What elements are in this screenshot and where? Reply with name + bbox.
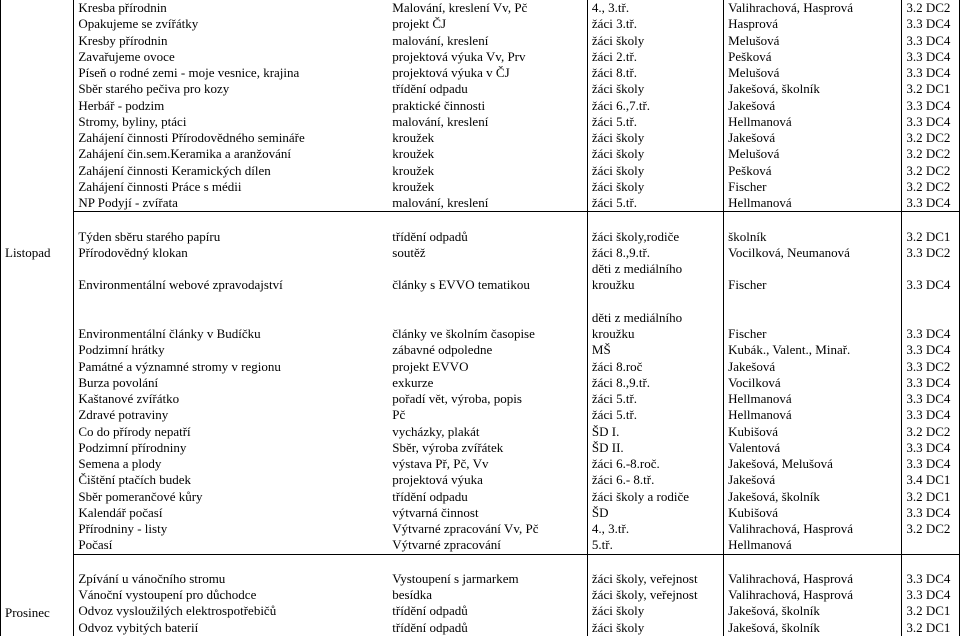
table-row: Čištění ptačích budekprojektová výukažác… xyxy=(1,472,960,488)
page: Kresba přírodninMalování, kreslení Vv, P… xyxy=(0,0,960,643)
table-row: Odvoz vybitých bateriítřídění odpadůžáci… xyxy=(1,620,960,636)
table-row: Semena a plodyvýstava Př, Pč, Vvžáci 6.-… xyxy=(1,456,960,472)
table-row: Přírodovědný klokansoutěžžáci 8.,9.tř.Vo… xyxy=(1,245,960,261)
table-row: NP Podyjí - zvířatamalování, kreslenížác… xyxy=(1,195,960,212)
table-row: Zavařujeme ovoceprojektová výuka Vv, Prv… xyxy=(1,49,960,65)
table-row: Zahájení činnosti Práce s médiikroužekžá… xyxy=(1,179,960,195)
table-row: Kresby přírodninmalování, kreslenížáci š… xyxy=(1,33,960,49)
table-row: Sběr pomerančové kůrytřídění odpadužáci … xyxy=(1,489,960,505)
table-row: Kresba přírodninMalování, kreslení Vv, P… xyxy=(1,0,960,16)
table-row: děti z mediálního xyxy=(1,310,960,326)
table-row: Podzimní přírodninySběr, výroba zvířátek… xyxy=(1,440,960,456)
month-cell xyxy=(1,212,74,229)
table-row xyxy=(1,554,960,571)
table-row: Kalendář počasívýtvarná činnostŠDKubišov… xyxy=(1,505,960,521)
table-row: Odvoz vysloužilých elektrospotřebičůtříd… xyxy=(1,603,960,619)
table-row: Herbář - podzimpraktické činnostižáci 6.… xyxy=(1,98,960,114)
month-cell xyxy=(1,554,74,571)
schedule-table: Kresba přírodninMalování, kreslení Vv, P… xyxy=(0,0,960,636)
table-row: Opakujeme se zvířátkyprojekt ČJžáci 3.tř… xyxy=(1,16,960,32)
table-row: Environmentální webové zpravodajstvíčlán… xyxy=(1,277,960,293)
table-row: Píseň o rodné zemi - moje vesnice, kraji… xyxy=(1,65,960,81)
table-row: Co do přírody nepatřívycházky, plakátŠD … xyxy=(1,424,960,440)
table-row: Přírodniny - listyVýtvarné zpracování Vv… xyxy=(1,521,960,537)
table-row: Sběr starého pečiva pro kozytřídění odpa… xyxy=(1,81,960,97)
table-row: Environmentální články v Budíčkučlánky v… xyxy=(1,326,960,342)
table-row xyxy=(1,212,960,229)
table-row: Zahájení činnosti Keramických dílenkrouž… xyxy=(1,163,960,179)
table-row: děti z mediálního xyxy=(1,261,960,277)
month-cell: Listopad xyxy=(1,229,74,555)
table-row: Stromy, byliny, ptácimalování, kresleníž… xyxy=(1,114,960,130)
month-cell: Prosinec xyxy=(1,571,74,636)
month-cell xyxy=(1,0,74,212)
table-row xyxy=(1,294,960,310)
table-row: Zahájení činnosti Přírodovědného seminář… xyxy=(1,130,960,146)
table-row: Zdravé potravinyPčžáci 5.tř.Hellmanová3.… xyxy=(1,407,960,423)
table-row: Památné a významné stromy v regionuproje… xyxy=(1,359,960,375)
table-row: Burza povoláníexkurzežáci 8.,9.tř.Vocilk… xyxy=(1,375,960,391)
table-row: ProsinecZpívání u vánočního stromuVystou… xyxy=(1,571,960,587)
table-row: Podzimní hrátkyzábavné odpoledneMŠKubák.… xyxy=(1,342,960,358)
table-row: Zahájení čin.sem.Keramika a aranžováníkr… xyxy=(1,146,960,162)
table-row: Kaštanové zvířátkopořadí vět, výroba, po… xyxy=(1,391,960,407)
table-row: ListopadTýden sběru starého papírutříděn… xyxy=(1,229,960,245)
table-row: Vánoční vystoupení pro důchodcebesídkažá… xyxy=(1,587,960,603)
table-row: PočasíVýtvarné zpracování5.tř.Hellmanová xyxy=(1,537,960,554)
